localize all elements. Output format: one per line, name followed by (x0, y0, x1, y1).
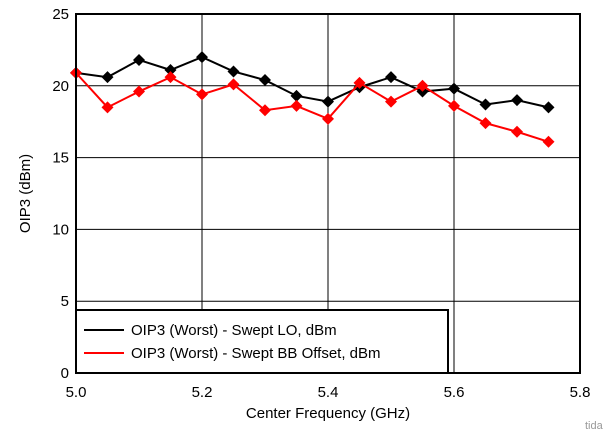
x-axis-title: Center Frequency (GHz) (246, 405, 410, 422)
data-point-marker (259, 104, 271, 117)
y-tick-label: 25 (52, 6, 69, 23)
data-point-marker (511, 94, 523, 107)
y-tick-labels: 0 5 10 15 20 25 (52, 6, 69, 382)
data-point-marker (385, 95, 397, 108)
data-point-marker (259, 74, 271, 87)
data-point-marker (479, 98, 492, 111)
legend-items: OIP3 (Worst) - Swept LO, dBm OIP3 (Worst)… (84, 322, 381, 362)
legend: OIP3 (Worst) - Swept LO, dBm OIP3 (Worst)… (75, 309, 449, 374)
series-layer (70, 51, 555, 148)
x-tick-label: 5.6 (444, 384, 465, 401)
data-point-marker (353, 76, 366, 89)
data-point-marker (542, 101, 555, 114)
data-point-marker (385, 71, 397, 84)
data-point-marker (290, 99, 303, 112)
data-point-marker (322, 95, 334, 108)
data-point-marker (322, 112, 334, 125)
legend-box (75, 309, 449, 374)
series-2 (70, 66, 555, 148)
watermark-text: tida (585, 420, 604, 432)
grid-layer (76, 14, 580, 373)
x-tick-label: 5.2 (192, 384, 213, 401)
data-point-marker (227, 78, 240, 91)
x-tick-labels: 5.0 5.2 5.4 5.6 5.8 (66, 384, 591, 401)
x-tick-label: 5.8 (570, 384, 591, 401)
data-point-marker (479, 117, 492, 130)
y-tick-label: 10 (52, 221, 69, 238)
x-tick-label: 5.0 (66, 384, 87, 401)
legend-label: OIP3 (Worst) - Swept LO, dBm (131, 322, 337, 339)
data-point-marker (101, 101, 114, 114)
data-point-marker (448, 82, 460, 95)
y-axis-title: OIP3 (dBm) (17, 154, 34, 233)
data-point-marker (133, 85, 145, 98)
x-tick-label: 5.4 (318, 384, 339, 401)
data-point-marker (511, 125, 523, 138)
data-point-marker (448, 99, 460, 112)
data-point-marker (196, 88, 208, 101)
y-tick-label: 15 (52, 150, 69, 167)
data-point-marker (290, 89, 303, 102)
data-point-marker (416, 79, 429, 92)
series-1 (70, 51, 555, 114)
data-point-marker (542, 135, 555, 148)
data-point-marker (227, 65, 240, 78)
y-tick-label: 0 (61, 365, 69, 382)
legend-label: OIP3 (Worst) - Swept BB Offset, dBm (131, 345, 381, 362)
data-point-marker (101, 71, 114, 84)
data-point-marker (164, 71, 177, 84)
series-line (75, 55, 549, 109)
series-line (75, 72, 549, 143)
y-tick-label: 20 (52, 78, 69, 95)
y-tick-label: 5 (61, 293, 69, 310)
data-point-marker (133, 53, 145, 66)
data-point-marker (196, 51, 208, 64)
data-point-marker (164, 64, 177, 77)
